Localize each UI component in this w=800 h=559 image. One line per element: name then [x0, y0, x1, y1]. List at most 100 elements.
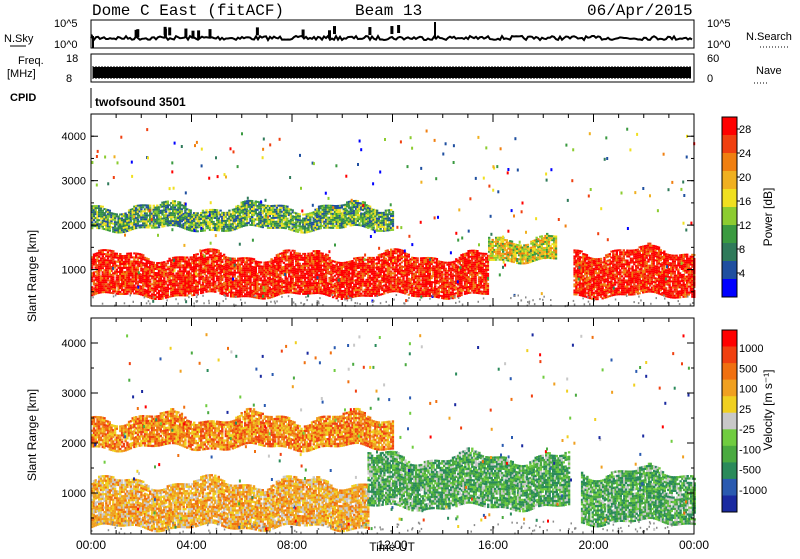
data-cell [367, 287, 369, 289]
data-cell [117, 289, 119, 291]
data-cell [316, 272, 318, 274]
nsky-spike [368, 27, 371, 35]
data-cell [299, 293, 301, 295]
data-cell [474, 276, 476, 278]
nsky-spike [302, 30, 305, 38]
data-cell [239, 266, 241, 268]
data-cell [394, 272, 396, 274]
data-cell [521, 261, 523, 263]
data-cell [300, 255, 302, 257]
nsky-tick-top: 10^5 [54, 18, 78, 30]
nsky-tick-bottom: 10^0 [54, 39, 78, 51]
data-cell [128, 277, 130, 279]
data-cell [467, 290, 469, 292]
data-cell [190, 272, 192, 274]
data-cell [121, 269, 123, 271]
data-cell [593, 294, 595, 296]
data-cell [154, 298, 156, 300]
cpid-value: twofsound 3501 [95, 95, 186, 109]
data-cell [593, 288, 595, 290]
data-cell [300, 287, 302, 289]
data-cell [133, 284, 135, 286]
data-cell [279, 263, 281, 265]
data-cell [249, 280, 251, 282]
data-cell [476, 274, 478, 276]
data-cell [179, 268, 181, 270]
data-cell [114, 287, 116, 289]
nave-tick-top: 60 [707, 53, 719, 65]
data-cell [130, 254, 132, 256]
data-cell [427, 259, 429, 261]
data-cell [114, 289, 116, 291]
data-cell [223, 254, 225, 256]
data-cell [358, 291, 360, 293]
nsky-trace [91, 22, 692, 48]
data-cell [132, 282, 134, 284]
data-cell [371, 295, 373, 297]
data-cell [395, 252, 397, 254]
data-cell [430, 277, 432, 279]
data-cell [575, 294, 577, 296]
data-cell [197, 253, 199, 255]
data-cell [395, 274, 397, 276]
data-cell [114, 267, 116, 269]
data-cell [481, 261, 483, 263]
data-cell [487, 275, 489, 277]
data-cell [258, 263, 260, 265]
data-cell [476, 250, 478, 252]
data-cell [413, 289, 415, 291]
data-cell [237, 262, 239, 264]
data-cell [555, 238, 557, 240]
data-cell [460, 294, 462, 296]
data-cell [133, 264, 135, 266]
data-cell [314, 280, 316, 282]
data-cell [550, 249, 552, 251]
data-cell [413, 279, 415, 281]
data-cell [341, 298, 343, 300]
data-cell [279, 275, 281, 277]
data-cell [114, 263, 116, 265]
data-cell [416, 259, 418, 261]
nsky-spike [328, 30, 331, 38]
data-cell [408, 254, 410, 256]
data-cell [430, 263, 432, 265]
data-cell [555, 252, 557, 254]
nsearch-label: N.Search [746, 31, 792, 43]
cpid-label: CPID [10, 92, 36, 104]
data-cell [555, 254, 557, 256]
nsearch-tick-bottom: 10^0 [707, 39, 731, 51]
data-cell [555, 256, 557, 258]
data-cell [209, 280, 211, 282]
data-cell [260, 261, 262, 263]
data-cell [448, 298, 450, 300]
data-cell [434, 286, 436, 288]
data-cell [249, 288, 251, 290]
data-cell [221, 279, 223, 281]
data-cell [325, 278, 327, 280]
data-cell [487, 273, 489, 275]
data-cell [548, 243, 550, 245]
data-cell [98, 272, 100, 274]
data-cell [360, 293, 362, 295]
data-cell [502, 251, 504, 253]
data-cell [367, 263, 369, 265]
data-cell [492, 253, 494, 255]
data-cell [483, 255, 485, 257]
data-cell [548, 241, 550, 243]
data-cell [355, 285, 357, 287]
freq-label-2: [MHz] [7, 68, 36, 80]
data-cell [413, 269, 415, 271]
data-cell [446, 280, 448, 282]
data-cell [116, 273, 118, 275]
data-cell [502, 241, 504, 243]
data-cell [415, 273, 417, 275]
data-cell [119, 291, 121, 293]
data-cell [188, 261, 190, 263]
beam-title: Beam 13 [355, 2, 422, 20]
data-cell [546, 233, 548, 235]
data-cell [260, 277, 262, 279]
data-cell [154, 278, 156, 280]
data-cell [153, 262, 155, 264]
data-cell [415, 263, 417, 265]
